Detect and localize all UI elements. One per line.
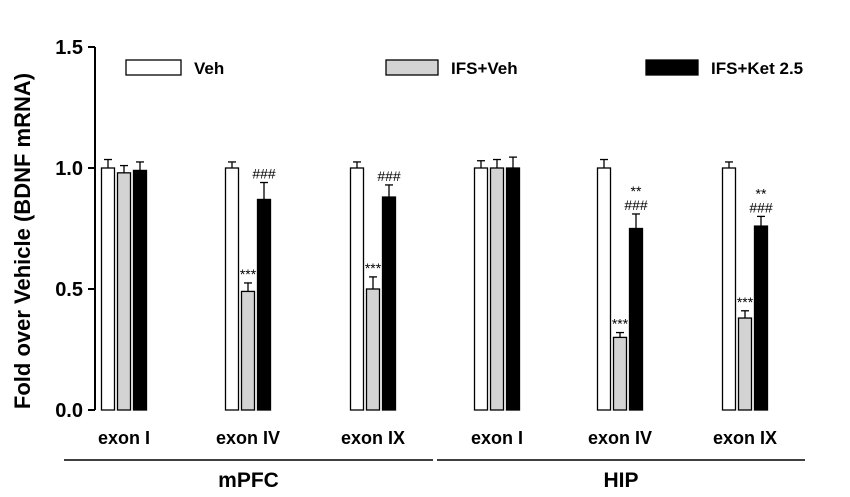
significance-marker: *** [737,294,754,310]
significance-marker: ** [756,185,767,201]
category-label: exon IX [713,428,777,448]
y-axis-title: Fold over Vehicle (BDNF mRNA) [10,73,35,409]
bar-veh [473,167,489,411]
significance-marker: *** [240,266,257,282]
legend-swatch [125,59,182,76]
legend-label: Veh [194,59,224,78]
significance-marker: ** [631,183,642,199]
bar-veh [596,167,612,411]
category-label: exon I [98,428,150,448]
legend: Veh IFS+Veh IFS+Ket 2.5 [125,59,803,78]
bar-ifs-ket-2-5 [505,167,521,411]
y-tick-label: 0.5 [55,279,83,301]
bar-veh [349,167,365,411]
bar-veh [721,167,737,411]
bar-ifs-veh [737,317,753,411]
legend-swatch [645,59,699,76]
group-labels: mPFC HIP [64,459,805,492]
category-label: exon IX [341,428,405,448]
category-label: exon IV [216,428,280,448]
significance-marker: *** [612,316,629,332]
bar-ifs-veh [489,167,505,411]
category-label: exon I [471,428,523,448]
bar-ifs-ket-2-5 [753,225,769,411]
bar-ifs-ket-2-5 [628,227,644,411]
bar-ifs-ket-2-5 [381,196,397,411]
y-tick-label: 0.0 [55,400,83,422]
significance-annotations: *** *********### ######**###** [240,166,773,332]
bars [100,167,769,411]
significance-marker: ### [252,166,276,182]
bar-ifs-ket-2-5 [132,169,148,411]
y-axis-title-group: Fold over Vehicle (BDNF mRNA) [10,73,35,409]
legend-swatch [385,59,439,76]
significance-marker: *** [365,260,382,276]
bar-ifs-veh [612,336,628,411]
significance-marker: ### [749,199,773,215]
group-label: mPFC [218,469,279,492]
category-label: exon IV [588,428,652,448]
bar-ifs-veh [240,290,256,411]
legend-label: IFS+Ket 2.5 [711,59,803,78]
significance-marker: ### [624,197,648,213]
axes: 0.0 0.5 1.0 1.5 [55,37,96,422]
bar-ifs-veh [365,288,381,411]
legend-label: IFS+Veh [451,59,518,78]
y-tick-label: 1.5 [55,37,83,59]
y-tick-label: 1.0 [55,158,83,180]
bar-ifs-ket-2-5 [256,198,272,411]
bar-ifs-veh [116,172,132,411]
bar-veh [224,167,240,411]
category-labels: exon I exon IV exon IX exon I exon IV exon IX [98,428,777,448]
error-bars [104,156,765,338]
bar-veh [100,167,116,411]
group-label: HIP [603,469,638,492]
significance-marker: ### [377,168,401,184]
